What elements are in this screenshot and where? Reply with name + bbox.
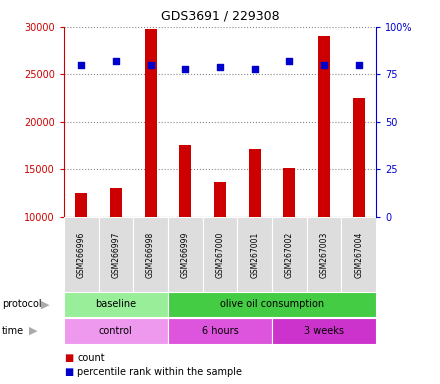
Bar <box>272 217 307 292</box>
Bar <box>144 29 157 217</box>
Text: 6 hours: 6 hours <box>202 326 238 336</box>
Text: control: control <box>99 326 133 336</box>
Text: count: count <box>77 353 105 363</box>
Bar <box>341 217 376 292</box>
Text: 3 weeks: 3 weeks <box>304 326 344 336</box>
Text: GSM267000: GSM267000 <box>216 231 224 278</box>
Text: protocol: protocol <box>2 299 42 310</box>
Point <box>356 62 363 68</box>
Point <box>216 64 224 70</box>
Text: GSM267004: GSM267004 <box>354 231 363 278</box>
Bar <box>64 318 168 344</box>
Bar <box>249 149 261 217</box>
Bar <box>168 318 272 344</box>
Bar <box>203 217 237 292</box>
Text: ■: ■ <box>64 353 73 363</box>
Text: ■: ■ <box>64 367 73 377</box>
Bar <box>353 98 365 217</box>
Text: GSM266996: GSM266996 <box>77 231 86 278</box>
Point <box>112 58 119 64</box>
Text: GSM267003: GSM267003 <box>319 231 329 278</box>
Point <box>147 62 154 68</box>
Bar <box>64 217 99 292</box>
Bar <box>214 182 226 217</box>
Text: time: time <box>2 326 24 336</box>
Text: GDS3691 / 229308: GDS3691 / 229308 <box>161 10 279 23</box>
Text: percentile rank within the sample: percentile rank within the sample <box>77 367 242 377</box>
Bar <box>272 318 376 344</box>
Bar <box>307 217 341 292</box>
Bar <box>133 217 168 292</box>
Bar <box>168 292 376 317</box>
Bar <box>318 36 330 217</box>
Bar <box>283 167 296 217</box>
Bar <box>99 217 133 292</box>
Text: olive oil consumption: olive oil consumption <box>220 299 324 310</box>
Text: ▶: ▶ <box>41 299 49 310</box>
Point <box>321 62 328 68</box>
Text: GSM266998: GSM266998 <box>146 231 155 278</box>
Point <box>286 58 293 64</box>
Bar <box>237 217 272 292</box>
Point <box>77 62 84 68</box>
Bar <box>64 292 168 317</box>
Bar <box>179 145 191 217</box>
Point <box>182 66 189 72</box>
Text: GSM266999: GSM266999 <box>181 231 190 278</box>
Bar <box>168 217 203 292</box>
Text: GSM267002: GSM267002 <box>285 231 294 278</box>
Text: ▶: ▶ <box>29 326 37 336</box>
Text: GSM267001: GSM267001 <box>250 231 259 278</box>
Text: baseline: baseline <box>95 299 136 310</box>
Text: GSM266997: GSM266997 <box>111 231 121 278</box>
Point <box>251 66 258 72</box>
Bar <box>75 193 87 217</box>
Bar <box>110 189 122 217</box>
